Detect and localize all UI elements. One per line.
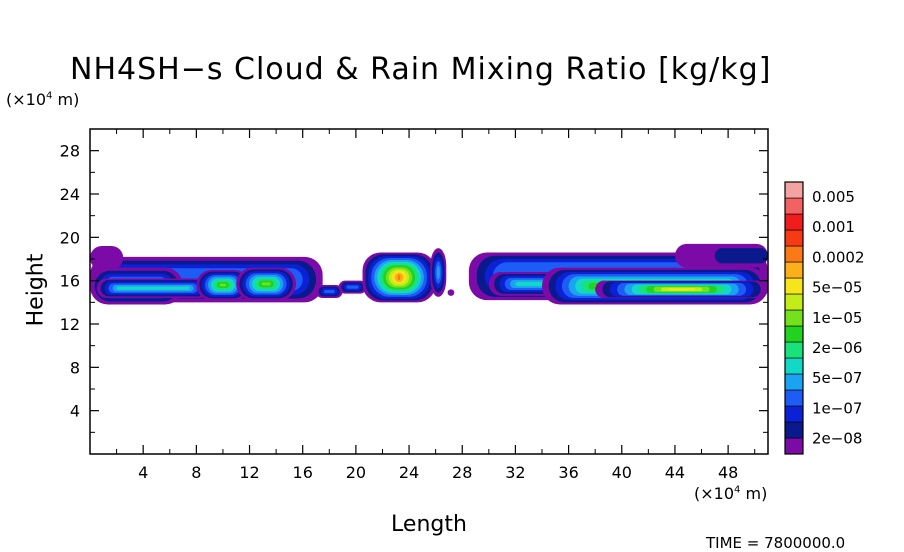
x-axis-unit: (×104 m)	[694, 484, 767, 503]
y-unit-prefix: (×10	[6, 90, 47, 109]
y-unit-exponent: 4	[46, 90, 53, 102]
colorbar-swatch	[784, 277, 804, 295]
colorbar-label: 2e−08	[812, 430, 862, 448]
cloud-contour	[261, 282, 271, 286]
colorbar-swatch	[784, 325, 804, 343]
x-tick-label: 8	[191, 463, 201, 482]
x-tick-label: 4	[138, 463, 148, 482]
cloud-contour	[346, 285, 359, 289]
cloud-contour	[90, 246, 124, 270]
colorbar-swatch	[784, 373, 804, 391]
x-tick-label: 16	[293, 463, 313, 482]
x-tick-label: 36	[558, 463, 578, 482]
colorbar-label: 1e−07	[812, 399, 862, 417]
y-axis-unit: (×104 m)	[6, 90, 79, 109]
x-tick-label: 20	[346, 463, 366, 482]
colorbar-swatch	[784, 245, 804, 263]
cloud-field	[90, 243, 768, 305]
x-tick-label: 28	[452, 463, 472, 482]
colorbar-label: 0.001	[812, 218, 855, 236]
y-tick-label: 16	[60, 272, 80, 291]
colorbar-swatch	[784, 213, 804, 231]
x-tick-label: 32	[505, 463, 525, 482]
y-tick-label: 24	[60, 185, 80, 204]
colorbar-swatch	[784, 309, 804, 327]
x-unit-suffix: m)	[740, 484, 768, 503]
colorbar-swatch	[784, 261, 804, 279]
cloud-contour	[397, 274, 401, 281]
y-tick-label: 28	[60, 142, 80, 161]
colorbar-swatch	[784, 181, 804, 199]
y-tick-label: 12	[60, 315, 80, 334]
plot-frame	[89, 128, 769, 455]
colorbar-label: 5e−07	[812, 369, 862, 387]
colorbar-swatch	[784, 357, 804, 375]
colorbar-swatch	[784, 229, 804, 247]
x-unit-exponent: 4	[734, 484, 741, 496]
colorbar-label: 5e−05	[812, 279, 862, 297]
cloud-contour	[714, 248, 768, 264]
colorbar-label: 0.005	[812, 188, 855, 206]
y-tick-label: 4	[70, 402, 80, 421]
colorbar-swatch	[784, 293, 804, 311]
colorbar-swatch	[784, 341, 804, 359]
x-tick-label: 12	[239, 463, 259, 482]
colorbar-label: 2e−06	[812, 339, 862, 357]
x-unit-prefix: (×10	[694, 484, 735, 503]
cloud-contour	[323, 289, 335, 294]
cloud-contour	[219, 283, 227, 287]
x-tick-label: 40	[612, 463, 632, 482]
x-tick-label: 24	[399, 463, 419, 482]
cloud-contour	[447, 289, 455, 296]
colorbar: 0.005 0.001 0.0002 5e−05 1e−05 2e−06 5e−07 1e−0…	[784, 181, 865, 455]
cloud-contour	[116, 286, 190, 290]
chart-title: NH4SH−s Cloud & Rain Mixing Ratio [kg/kg…	[70, 52, 772, 87]
cloud-contour	[436, 265, 440, 280]
colorbar-swatch	[784, 389, 804, 407]
colorbar-label: 1e−05	[812, 309, 862, 327]
colorbar-swatch	[784, 405, 804, 423]
cloud-contour	[668, 288, 695, 291]
colorbar-frame	[784, 181, 804, 455]
y-tick-label: 20	[60, 228, 80, 247]
x-axis-label: Length	[391, 512, 467, 537]
colorbar-swatch	[784, 197, 804, 215]
y-unit-suffix: m)	[52, 90, 80, 109]
x-tick-label: 44	[665, 463, 685, 482]
x-tick-label: 48	[718, 463, 738, 482]
colorbar-swatch	[784, 421, 804, 439]
colorbar-label: 0.0002	[812, 248, 865, 266]
y-tick-label: 8	[70, 358, 80, 377]
colorbar-swatch	[784, 437, 804, 455]
